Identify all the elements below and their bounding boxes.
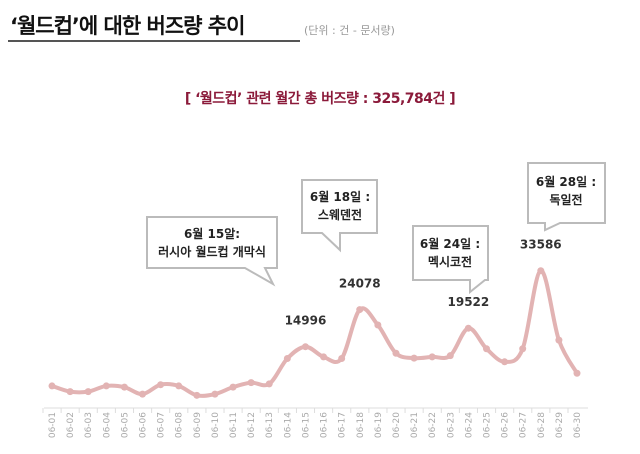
data-point-06-06 xyxy=(139,390,147,398)
x-tick-label: 06-30 xyxy=(573,412,583,438)
data-point-06-24 xyxy=(464,324,472,332)
data-label: 19522 xyxy=(448,295,490,309)
data-point-06-09 xyxy=(193,391,201,399)
x-tick-label: 06-14 xyxy=(283,412,293,438)
data-point-06-23 xyxy=(446,352,454,360)
data-point-06-18 xyxy=(356,306,364,314)
data-point-06-15 xyxy=(301,343,309,351)
callout-opening: 6월 15알: 러시아 월드컵 개막식 xyxy=(146,216,278,287)
x-tick-label: 06-28 xyxy=(537,412,547,438)
x-tick-label: 06-19 xyxy=(374,412,384,438)
callout-mexico: 6월 24일 : 멕시코전 xyxy=(412,225,489,295)
unit-note: (단위 : 건 - 문서량) xyxy=(304,24,395,37)
callout-germany: 6월 28일 : 독일전 xyxy=(527,162,606,232)
x-tick-label: 06-24 xyxy=(464,412,474,438)
x-tick-label: 06-16 xyxy=(320,412,330,438)
data-point-06-03 xyxy=(84,388,92,396)
data-point-06-17 xyxy=(338,355,346,363)
data-point-06-02 xyxy=(66,388,74,396)
data-point-06-14 xyxy=(283,355,291,363)
x-tick-label: 06-27 xyxy=(519,412,529,438)
data-point-06-22 xyxy=(428,353,436,361)
data-point-06-05 xyxy=(120,383,128,391)
x-tick-label: 06-23 xyxy=(446,412,456,438)
x-tick-label: 06-17 xyxy=(338,412,348,438)
x-tick-label: 06-21 xyxy=(410,412,420,438)
x-tick-label: 06-05 xyxy=(120,412,130,438)
data-point-06-04 xyxy=(102,382,110,390)
x-tick-label: 06-07 xyxy=(157,412,167,438)
data-point-06-07 xyxy=(157,381,165,389)
data-point-06-30 xyxy=(573,369,581,377)
data-point-06-20 xyxy=(392,349,400,357)
x-tick-label: 06-12 xyxy=(247,412,257,438)
x-tick-label: 06-09 xyxy=(193,412,203,438)
x-tick-label: 06-10 xyxy=(211,412,221,438)
data-point-06-12 xyxy=(247,379,255,387)
data-point-06-10 xyxy=(211,390,219,398)
data-label: 14996 xyxy=(285,314,327,328)
x-tick-label: 06-25 xyxy=(482,412,492,438)
callout-mexico-line2: 멕시코전 xyxy=(428,254,472,269)
x-tick-label: 06-08 xyxy=(175,412,185,438)
series-line xyxy=(51,268,579,398)
x-tick-label: 06-11 xyxy=(229,412,239,438)
data-point-06-13 xyxy=(265,380,273,388)
x-tick-label: 06-13 xyxy=(265,412,275,438)
data-point-06-11 xyxy=(229,383,237,391)
x-tick-label: 06-22 xyxy=(428,412,438,438)
data-point-06-25 xyxy=(482,345,490,353)
x-tick-label: 06-15 xyxy=(301,412,311,438)
data-point-06-19 xyxy=(374,321,382,329)
x-tick-label: 06-18 xyxy=(356,412,366,438)
data-point-06-29 xyxy=(555,336,563,344)
data-point-06-27 xyxy=(519,345,527,353)
data-point-06-08 xyxy=(175,382,183,390)
x-tick-label: 06-20 xyxy=(392,412,402,438)
callout-germany-line2: 독일전 xyxy=(549,192,582,207)
data-point-06-16 xyxy=(320,353,328,361)
chart-title: ‘월드컵’에 대한 버즈량 추이 xyxy=(10,14,245,38)
data-label: 33586 xyxy=(520,238,562,252)
data-point-06-28 xyxy=(537,267,545,275)
data-point-06-21 xyxy=(410,354,418,362)
data-point-06-01 xyxy=(48,382,56,390)
data-point-06-26 xyxy=(501,358,509,366)
title-underline xyxy=(8,40,300,42)
callout-opening-line2: 러시아 월드컵 개막식 xyxy=(158,244,266,259)
callout-opening-line1: 6월 15알: xyxy=(184,226,240,241)
x-tick-label: 06-01 xyxy=(48,412,58,438)
callout-mexico-line1: 6월 24일 : xyxy=(420,236,480,251)
x-tick-label: 06-04 xyxy=(102,412,112,438)
x-tick-label: 06-26 xyxy=(501,412,511,438)
x-tick-label: 06-03 xyxy=(84,412,94,438)
callout-sweden-line1: 6월 18일 : xyxy=(310,189,370,204)
callout-sweden: 6월 18일 : 스웨덴전 xyxy=(301,179,378,253)
total-buzz-summary: [ ‘월드컵’ 관련 월간 총 버즈량 : 325,784건 ] xyxy=(184,91,456,107)
x-tick-label: 06-29 xyxy=(555,412,565,438)
callout-germany-line1: 6월 28일 : xyxy=(536,174,596,189)
callout-sweden-line2: 스웨덴전 xyxy=(318,207,362,222)
x-tick-label: 06-06 xyxy=(139,412,149,438)
data-label: 24078 xyxy=(339,277,381,291)
x-tick-label: 06-02 xyxy=(66,412,76,438)
